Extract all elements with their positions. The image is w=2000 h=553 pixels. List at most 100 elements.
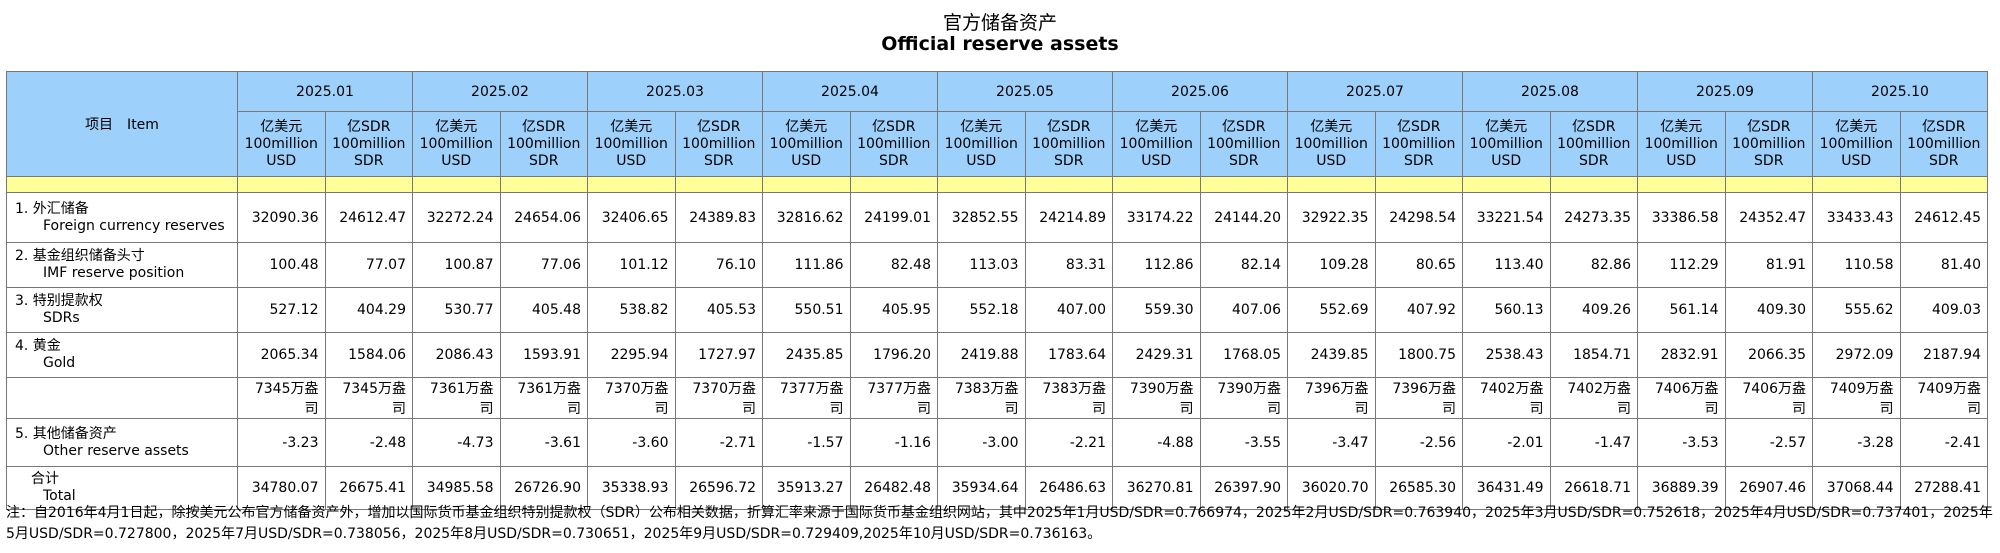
value-cell: 407.06 bbox=[1199, 287, 1288, 333]
note: 注：自2016年4月1日起，除按美元公布官方储备资产外，增加以国际货币基金组织特… bbox=[6, 505, 1993, 542]
value-cell: -3.47 bbox=[1287, 418, 1376, 467]
value-cell: 33433.43 bbox=[1812, 192, 1901, 243]
value-cell: 24298.54 bbox=[1374, 192, 1463, 243]
unit-line: 亿美元 bbox=[1310, 118, 1353, 135]
unit-header: 亿SDR 100million SDR bbox=[849, 111, 938, 177]
value-cell: 552.18 bbox=[937, 287, 1026, 333]
spacer-cell bbox=[849, 176, 938, 193]
value-cell: 26907.46 bbox=[1724, 466, 1813, 510]
value-cell: -1.47 bbox=[1549, 418, 1638, 467]
unit-line: 亿美元 bbox=[785, 118, 828, 135]
spacer-cell bbox=[412, 176, 501, 193]
unit-line: SDR bbox=[704, 152, 734, 169]
unit-header: 亿SDR 100million SDR bbox=[1899, 111, 1988, 177]
month-header: 2025.01 bbox=[237, 71, 413, 112]
value-cell: 7390万盎司 bbox=[1199, 377, 1288, 419]
value-cell: 33386.58 bbox=[1637, 192, 1726, 243]
value-cell: 35934.64 bbox=[937, 466, 1026, 510]
unit-line: 100million bbox=[1907, 135, 1981, 152]
month-header: 2025.06 bbox=[1112, 71, 1288, 112]
value-cell: -1.16 bbox=[849, 418, 938, 467]
value-cell: 7402万盎司 bbox=[1549, 377, 1638, 419]
spacer-cell bbox=[6, 176, 238, 193]
spacer-cell bbox=[762, 176, 851, 193]
unit-header: 亿美元 100million USD bbox=[1112, 111, 1201, 177]
unit-line: 亿美元 bbox=[1485, 118, 1528, 135]
unit-header: 亿美元 100million USD bbox=[762, 111, 851, 177]
value-cell: -2.48 bbox=[324, 418, 413, 467]
value-cell: 552.69 bbox=[1287, 287, 1376, 333]
month-header: 2025.07 bbox=[1287, 71, 1463, 112]
value-cell: -3.53 bbox=[1637, 418, 1726, 467]
unit-line: 100million bbox=[594, 135, 668, 152]
value-cell: 1854.71 bbox=[1549, 332, 1638, 378]
value-cell: 538.82 bbox=[587, 287, 676, 333]
spacer-cell bbox=[1374, 176, 1463, 193]
unit-line: 100million bbox=[1557, 135, 1631, 152]
value-cell: 101.12 bbox=[587, 242, 676, 288]
value-cell: -2.56 bbox=[1374, 418, 1463, 467]
unit-line: 亿美元 bbox=[1660, 118, 1703, 135]
value-cell: 1768.05 bbox=[1199, 332, 1288, 378]
unit-line: 100million bbox=[1119, 135, 1193, 152]
value-cell: 7396万盎司 bbox=[1287, 377, 1376, 419]
row-label: 2. 基金组织储备头寸 IMF reserve position bbox=[6, 242, 238, 288]
data-row: 1. 外汇储备 Foreign currency reserves 32090.36… bbox=[6, 192, 1988, 243]
value-cell: 35913.27 bbox=[762, 466, 851, 510]
unit-header: 亿美元 100million USD bbox=[412, 111, 501, 177]
value-cell: -3.60 bbox=[587, 418, 676, 467]
unit-header: 亿SDR 100million SDR bbox=[1549, 111, 1638, 177]
value-cell: -4.88 bbox=[1112, 418, 1201, 467]
unit-line: 亿SDR bbox=[872, 118, 916, 135]
item-header: 项目 Item bbox=[6, 71, 238, 177]
spacer-cell bbox=[1549, 176, 1638, 193]
value-cell: 1796.20 bbox=[849, 332, 938, 378]
value-cell: 26397.90 bbox=[1199, 466, 1288, 510]
value-cell: 37068.44 bbox=[1812, 466, 1901, 510]
unit-line: 100million bbox=[944, 135, 1018, 152]
label-en: IMF reserve position bbox=[43, 265, 185, 281]
value-cell: 409.30 bbox=[1724, 287, 1813, 333]
data-row: 4. 黄金 Gold 2065.34 1584.06 2086.43 1593.91 229… bbox=[6, 332, 1988, 378]
unit-line: 100million bbox=[1382, 135, 1456, 152]
value-cell: 405.53 bbox=[674, 287, 763, 333]
value-cell: 110.58 bbox=[1812, 242, 1901, 288]
unit-line: USD bbox=[1491, 152, 1522, 169]
value-cell: 113.03 bbox=[937, 242, 1026, 288]
spacer-cell bbox=[587, 176, 676, 193]
spacer-cell bbox=[1287, 176, 1376, 193]
data-row: 7345万盎司 7345万盎司 7361万盎司 7361万盎司 7370万盎司 7370万… bbox=[6, 377, 1988, 419]
value-cell: 7345万盎司 bbox=[237, 377, 326, 419]
spacer-cell bbox=[324, 176, 413, 193]
value-cell: 2972.09 bbox=[1812, 332, 1901, 378]
unit-line: USD bbox=[441, 152, 472, 169]
unit-header: 亿SDR 100million SDR bbox=[1199, 111, 1288, 177]
value-cell: 2435.85 bbox=[762, 332, 851, 378]
value-cell: 7361万盎司 bbox=[412, 377, 501, 419]
value-cell: 24612.47 bbox=[324, 192, 413, 243]
value-cell: 80.65 bbox=[1374, 242, 1463, 288]
unit-line: 100million bbox=[1819, 135, 1893, 152]
label-zh: 4. 黄金 bbox=[15, 338, 61, 354]
title-en: Official reserve assets bbox=[881, 33, 1119, 55]
unit-line: 亿SDR bbox=[1922, 118, 1966, 135]
value-cell: 7370万盎司 bbox=[674, 377, 763, 419]
value-cell: -2.21 bbox=[1024, 418, 1113, 467]
month-header: 2025.02 bbox=[412, 71, 588, 112]
unit-line: 100million bbox=[507, 135, 581, 152]
value-cell: 26482.48 bbox=[849, 466, 938, 510]
label-zh: 1. 外汇储备 bbox=[15, 200, 89, 217]
value-cell: -1.57 bbox=[762, 418, 851, 467]
unit-line: USD bbox=[966, 152, 997, 169]
value-cell: 36020.70 bbox=[1287, 466, 1376, 510]
value-cell: 32272.24 bbox=[412, 192, 501, 243]
value-cell: 24654.06 bbox=[499, 192, 588, 243]
value-cell: 1593.91 bbox=[499, 332, 588, 378]
unit-line: 100million bbox=[1469, 135, 1543, 152]
value-cell: -3.23 bbox=[237, 418, 326, 467]
unit-header: 亿SDR 100million SDR bbox=[1374, 111, 1463, 177]
value-cell: 7406万盎司 bbox=[1637, 377, 1726, 419]
value-cell: -4.73 bbox=[412, 418, 501, 467]
spacer-cell bbox=[1812, 176, 1901, 193]
value-cell: 26486.63 bbox=[1024, 466, 1113, 510]
